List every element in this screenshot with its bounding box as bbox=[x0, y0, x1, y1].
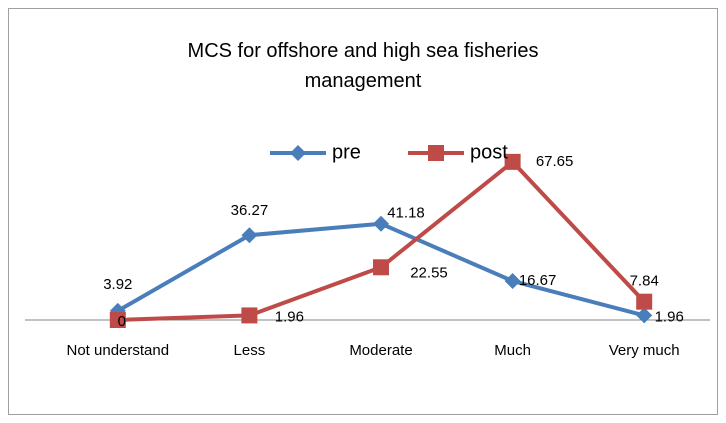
data-label: 0 bbox=[118, 313, 126, 330]
data-label: 7.84 bbox=[630, 273, 659, 290]
marker bbox=[373, 259, 389, 276]
legend-label: post bbox=[470, 141, 508, 163]
marker bbox=[109, 312, 126, 328]
marker bbox=[636, 293, 653, 310]
chart-border bbox=[8, 8, 718, 415]
marker bbox=[504, 153, 521, 170]
data-label: 22.55 bbox=[410, 264, 448, 281]
data-label: 36.27 bbox=[231, 202, 269, 219]
legend-marker bbox=[428, 145, 444, 161]
data-label: 3.92 bbox=[103, 276, 132, 293]
marker bbox=[373, 215, 389, 232]
data-label: 1.96 bbox=[275, 308, 304, 325]
marker bbox=[504, 273, 521, 290]
chart-title: MCS for offshore and high sea fisheries … bbox=[187, 40, 539, 92]
data-label: 1.96 bbox=[655, 308, 684, 325]
x-tick-label: Much bbox=[494, 342, 531, 359]
legend-label: pre bbox=[332, 141, 361, 163]
marker bbox=[241, 307, 258, 324]
marker bbox=[241, 227, 258, 244]
data-label: 16.67 bbox=[519, 272, 557, 289]
x-tick-label: Very much bbox=[608, 342, 680, 359]
data-label: 41.18 bbox=[387, 205, 425, 222]
x-tick-label: Not understand bbox=[66, 342, 170, 359]
legend-marker bbox=[290, 145, 306, 161]
marker bbox=[636, 307, 653, 324]
data-label: 67.65 bbox=[536, 153, 574, 170]
x-tick-label: Less bbox=[233, 342, 266, 359]
x-tick-label: Moderate bbox=[349, 342, 413, 359]
